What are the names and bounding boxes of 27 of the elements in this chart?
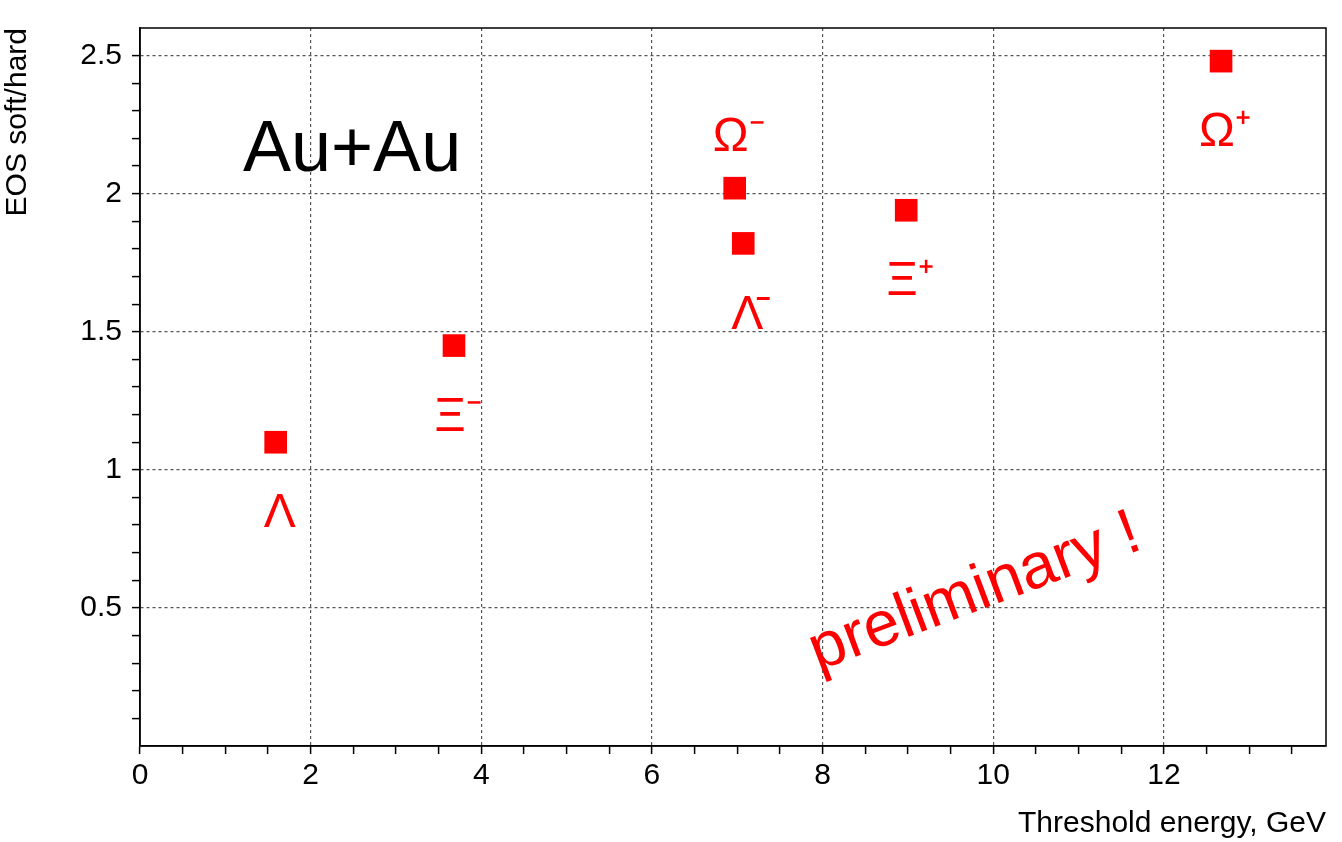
x-axis-title: Threshold energy, GeV [1018, 805, 1326, 839]
x-tick-label: 8 [814, 757, 831, 791]
annotation: Λ [263, 484, 296, 538]
annotation: Ω⁻ [712, 108, 765, 162]
point [894, 198, 918, 222]
point [1209, 49, 1233, 73]
y-tick-label: 1.5 [80, 313, 122, 347]
x-tick-label: 2 [302, 757, 319, 791]
annotation: Ξ⁻ [434, 387, 482, 441]
annotation: Ω⁺ [1199, 103, 1251, 157]
point [442, 334, 466, 357]
y-tick-label: 2.5 [80, 36, 122, 70]
annotation: Ξ⁺ [886, 252, 934, 306]
x-tick-label: 10 [976, 757, 1010, 791]
x-tick-label: 0 [131, 757, 149, 791]
y-tick-label: 2 [105, 174, 122, 208]
x-tick-label: 4 [472, 757, 490, 791]
point [731, 232, 755, 255]
y-tick-label: 1 [105, 451, 122, 485]
x-tick-label: 12 [1147, 757, 1181, 791]
x-tick-label: 6 [643, 757, 661, 791]
annotation: Λ̄ [731, 285, 771, 339]
y-tick-label: 0.5 [80, 589, 122, 623]
point [264, 430, 287, 454]
annotation: Au+Au [243, 105, 462, 186]
y-axis-title: EOS soft/hard [0, 28, 33, 217]
point [723, 176, 747, 200]
